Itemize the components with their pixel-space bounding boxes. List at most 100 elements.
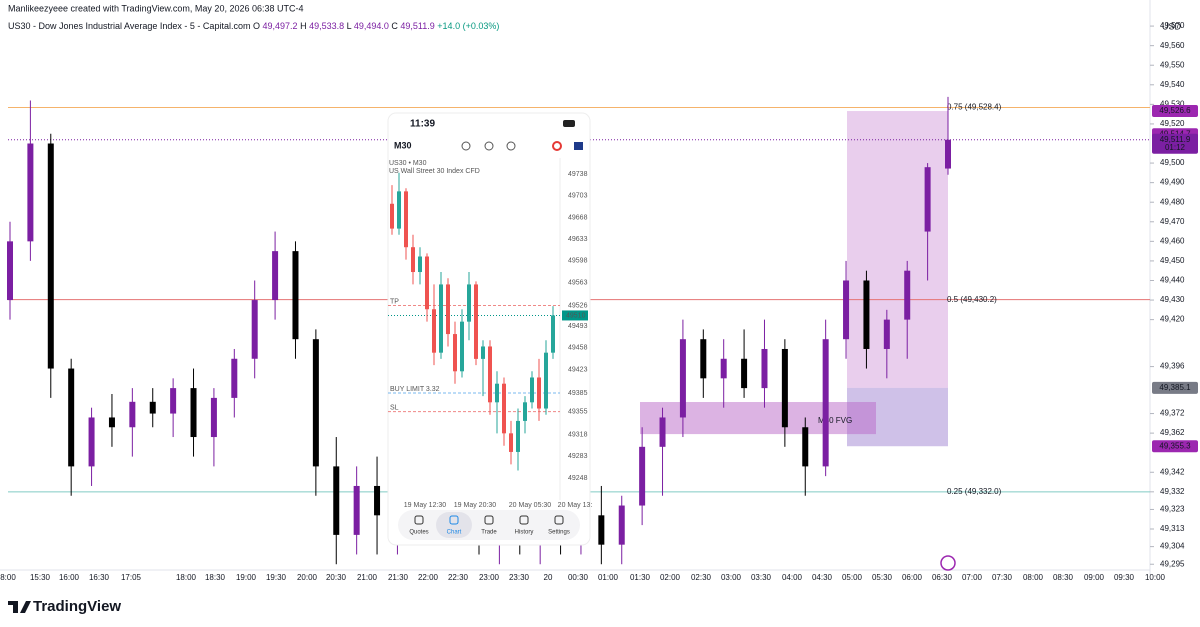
toolbar-icon	[461, 141, 471, 151]
phone-nav-icon	[449, 515, 459, 525]
phone-candle-body	[537, 377, 541, 409]
candle-body	[108, 417, 115, 428]
candle-body	[761, 348, 768, 389]
phone-nav-label: Quotes	[409, 530, 428, 536]
phone-nav-label: Settings	[548, 530, 570, 536]
candle-body	[659, 417, 666, 447]
phone-order-price: 49355	[568, 408, 588, 415]
y-tick-label: 49,570	[1160, 21, 1185, 30]
logo: TradingView	[8, 598, 121, 615]
phone-y-tick-label: 49283	[568, 453, 588, 460]
legend-value: 49,511.9	[400, 21, 434, 31]
candle-body	[312, 339, 319, 467]
phone-clock: 11:39	[410, 119, 435, 130]
y-tick-label: 49,313	[1160, 524, 1185, 533]
phone-order-label: BUY LIMIT 3.32	[390, 386, 440, 393]
currency: USD	[1162, 21, 1182, 31]
phone-y-tick-label: 49318	[568, 431, 588, 438]
current-price-label: 49,511.9	[1160, 135, 1191, 144]
x-tick-label: 22:00	[418, 573, 439, 582]
brand: TradingView	[33, 598, 121, 615]
phone-nav-button[interactable]: History	[515, 515, 534, 536]
candle-body	[822, 339, 829, 467]
candle-body	[88, 417, 95, 467]
legend-value: 49,494.0	[354, 21, 389, 31]
legend: US30 - Dow Jones Industrial Average Inde…	[8, 21, 499, 31]
y-tick-label: 49,430	[1160, 295, 1185, 304]
candle-body	[598, 515, 605, 545]
y-tick-label: 49,450	[1160, 256, 1185, 265]
price-badge	[1152, 381, 1198, 394]
legend-key: H	[300, 21, 307, 31]
x-tick-label: 20	[544, 573, 553, 582]
candle-body	[27, 143, 34, 242]
x-tick-label: 00:30	[568, 573, 589, 582]
candle-body	[720, 358, 727, 379]
y-tick-label: 49,332	[1160, 487, 1185, 496]
phone-y-tick-label: 49598	[568, 258, 588, 265]
candle-body	[68, 368, 75, 467]
zone	[847, 111, 948, 388]
y-tick-label: 49,500	[1160, 158, 1185, 167]
x-tick-label: 22:30	[448, 573, 469, 582]
y-tick-label: 49,323	[1160, 505, 1185, 514]
phone-nav-label: Chart	[447, 530, 462, 536]
x-tick-label: 21:00	[357, 573, 378, 582]
phone-y-tick-label: 49423	[568, 366, 588, 373]
candle-body	[353, 485, 360, 535]
alert-icon[interactable]	[940, 555, 956, 571]
phone-frame	[387, 112, 591, 546]
price-badge-label: 49,355.3	[1159, 441, 1191, 450]
x-tick-label: 18:00	[176, 573, 197, 582]
phone-y-tick-label: 49248	[568, 475, 588, 482]
y-tick-label: 49,362	[1160, 428, 1185, 437]
phone-nav-icon	[484, 515, 494, 525]
phone-candle-body	[544, 352, 548, 409]
candle-body	[802, 427, 809, 467]
candle-body	[190, 388, 197, 438]
phone-timeframe: M30	[394, 140, 412, 150]
price-badge-label: 49,385.1	[1159, 383, 1191, 392]
candle-body	[945, 139, 951, 169]
phone-candle-body	[397, 191, 401, 229]
phone-candle-body	[418, 256, 422, 273]
phone-description: US Wall Street 30 Index CFD	[389, 168, 480, 175]
legend-key: C	[391, 21, 398, 31]
phone-order-label: SL	[390, 404, 399, 411]
x-tick-label: 03:30	[751, 573, 772, 582]
phone-candle-body	[530, 377, 534, 403]
candle-body	[700, 339, 707, 379]
x-tick-label: 8:00	[0, 573, 16, 582]
x-tick-label: 21:30	[388, 573, 409, 582]
phone-nav-button[interactable]: Chart	[447, 515, 462, 536]
phone-nav-icon	[414, 515, 424, 525]
phone-y-tick-label: 49633	[568, 236, 588, 243]
candle-body	[679, 339, 686, 418]
fvg-zone	[640, 402, 876, 435]
x-tick-label: 19:30	[266, 573, 287, 582]
phone-candle-body	[432, 309, 436, 353]
x-tick-label: 23:00	[479, 573, 500, 582]
x-tick-label: 20:30	[326, 573, 347, 582]
candle-body	[292, 251, 299, 340]
phone-nav-label: Trade	[481, 530, 497, 536]
attribution: Manlikeezyeee created with TradingView.c…	[8, 3, 304, 13]
legend-value: 49,497.2	[263, 21, 298, 31]
y-tick-label: 49,460	[1160, 236, 1185, 245]
toolbar-icon	[484, 141, 494, 151]
y-tick-label: 49,396	[1160, 362, 1185, 371]
x-tick-label: 09:30	[1114, 573, 1135, 582]
phone-candle-body	[495, 383, 499, 403]
phone-nav-button[interactable]: Quotes	[409, 515, 429, 536]
y-tick-label: 49,530	[1160, 99, 1185, 108]
x-tick-label: 06:30	[932, 573, 953, 582]
phone-candle-body	[481, 346, 485, 359]
phone-nav-button[interactable]: Settings	[548, 515, 570, 536]
candle-body	[170, 388, 177, 414]
phone-order-label: TP	[390, 298, 399, 305]
toolbar-icon	[506, 141, 516, 151]
phone-nav-button[interactable]: Trade	[481, 515, 497, 536]
x-tick-label: 08:30	[1053, 573, 1074, 582]
candle-body	[272, 251, 279, 301]
